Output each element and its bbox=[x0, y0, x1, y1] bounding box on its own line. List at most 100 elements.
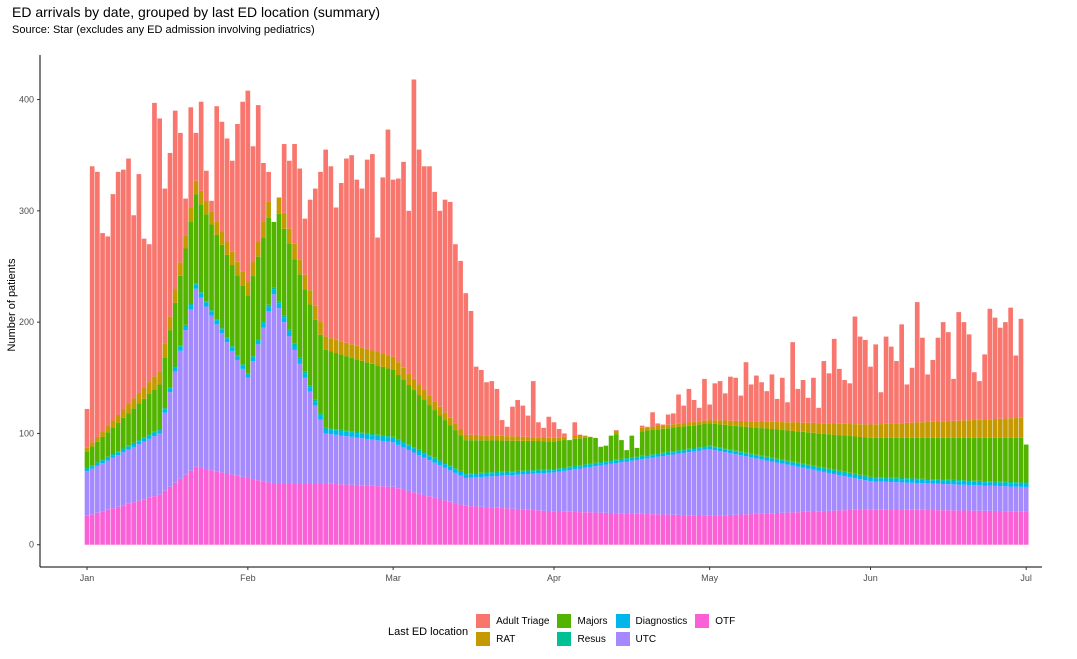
bar-segment-utc bbox=[639, 459, 645, 514]
bar-segment-utc bbox=[696, 450, 702, 516]
bar-segment-otf bbox=[863, 509, 868, 545]
bar-segment-majors bbox=[805, 432, 811, 465]
legend-label: OTF bbox=[715, 615, 736, 627]
bar-segment-majors bbox=[598, 446, 604, 463]
bar-segment-diagnostics bbox=[432, 458, 437, 463]
bar-segment-rat bbox=[115, 414, 121, 423]
bar-segment-rat bbox=[546, 437, 552, 442]
bar-segment-diagnostics bbox=[126, 446, 131, 450]
bar-segment-resus bbox=[769, 457, 775, 459]
bar-segment-adult-triage bbox=[131, 215, 137, 399]
bar-segment-majors bbox=[364, 362, 370, 434]
bar-segment-utc bbox=[909, 482, 915, 510]
bar-segment-resus bbox=[665, 451, 671, 454]
bar-segment-adult-triage bbox=[733, 377, 738, 421]
bar-segment-otf bbox=[489, 507, 495, 545]
bar-segment-rat bbox=[759, 421, 764, 429]
bar-segment-diagnostics bbox=[567, 467, 572, 471]
bar-segment-adult-triage bbox=[857, 336, 863, 425]
bar-segment-otf bbox=[904, 509, 910, 545]
bar-segment-utc bbox=[219, 333, 225, 473]
bar-segment-diagnostics bbox=[292, 345, 297, 350]
bar-segment-diagnostics bbox=[328, 429, 334, 435]
bar-segment-majors bbox=[624, 450, 629, 459]
bar-segment-majors bbox=[214, 234, 220, 320]
bar-segment-utc bbox=[240, 368, 245, 477]
bar-segment-diagnostics bbox=[416, 451, 422, 456]
bar-segment-adult-triage bbox=[800, 380, 806, 423]
bar-segment-resus bbox=[494, 471, 500, 474]
bar-segment-adult-triage bbox=[852, 316, 858, 425]
bar-segment-majors bbox=[956, 437, 962, 481]
bar-segment-adult-triage bbox=[178, 132, 183, 263]
bar-segment-otf bbox=[940, 510, 946, 545]
bar-segment-utc bbox=[894, 482, 899, 510]
bar-segment-adult-triage bbox=[385, 129, 391, 356]
bar-segment-diagnostics bbox=[821, 468, 827, 472]
bar-segment-adult-triage bbox=[224, 138, 230, 242]
bar-segment-adult-triage bbox=[504, 426, 510, 437]
y-tick-label: 300 bbox=[19, 206, 34, 216]
bar-segment-diagnostics bbox=[660, 453, 666, 457]
bar-segment-resus bbox=[266, 304, 271, 307]
bar-segment-utc bbox=[899, 482, 904, 510]
bar-segment-otf bbox=[401, 489, 406, 545]
bar-segment-otf bbox=[660, 514, 666, 545]
bar-segment-adult-triage bbox=[126, 158, 131, 405]
bar-segment-utc bbox=[811, 469, 816, 512]
bar-segment-otf bbox=[925, 509, 930, 545]
bar-segment-majors bbox=[660, 428, 666, 453]
bar-segment-diagnostics bbox=[105, 457, 111, 461]
bar-segment-adult-triage bbox=[816, 407, 821, 424]
bar-segment-majors bbox=[888, 437, 894, 478]
bar-segment-resus bbox=[660, 452, 666, 454]
bar-segment-otf bbox=[292, 483, 297, 545]
bar-segment-diagnostics bbox=[276, 303, 282, 309]
bar-segment-majors bbox=[193, 194, 199, 284]
bar-segment-adult-triage bbox=[722, 393, 728, 421]
bar-segment-otf bbox=[105, 509, 111, 545]
bar-segment-otf bbox=[421, 494, 427, 545]
bar-segment-utc bbox=[427, 460, 432, 497]
bar-segment-resus bbox=[479, 472, 484, 474]
bar-segment-resus bbox=[198, 292, 204, 294]
bar-segment-majors bbox=[380, 366, 386, 436]
bar-segment-otf bbox=[100, 511, 105, 545]
bar-segment-resus bbox=[868, 476, 873, 478]
bar-segment-otf bbox=[899, 509, 904, 545]
bar-segment-diagnostics bbox=[411, 448, 417, 453]
bar-segment-diagnostics bbox=[261, 323, 266, 328]
bar-segment-otf bbox=[577, 512, 583, 545]
bar-segment-utc bbox=[229, 351, 235, 475]
x-tick-label: Feb bbox=[240, 573, 256, 583]
bar-segment-resus bbox=[650, 454, 655, 456]
bar-segment-diagnostics bbox=[785, 461, 790, 465]
bar-segment-adult-triage bbox=[671, 413, 676, 425]
bar-segment-adult-triage bbox=[826, 373, 832, 424]
bar-segment-majors bbox=[157, 384, 162, 429]
bar-segment-adult-triage bbox=[562, 433, 567, 437]
bar-segment-rat bbox=[416, 384, 422, 396]
bar-segment-otf bbox=[681, 515, 687, 545]
bar-segment-adult-triage bbox=[997, 327, 1003, 419]
bar-segment-adult-triage bbox=[250, 146, 256, 263]
bar-segment-majors bbox=[556, 440, 562, 469]
bar-segment-majors bbox=[489, 440, 495, 473]
bar-segment-diagnostics bbox=[748, 454, 754, 458]
bar-segment-diagnostics bbox=[826, 469, 832, 473]
bar-segment-resus bbox=[987, 481, 993, 483]
bar-segment-rat bbox=[364, 348, 370, 363]
bar-segment-diagnostics bbox=[738, 452, 744, 456]
bar-segment-diagnostics bbox=[961, 481, 967, 485]
bar-segment-majors bbox=[385, 368, 391, 437]
bar-segment-diagnostics bbox=[287, 331, 292, 337]
bar-segment-rat bbox=[707, 420, 712, 424]
bar-segment-otf bbox=[146, 497, 152, 545]
bar-segment-adult-triage bbox=[764, 391, 770, 422]
bar-segment-utc bbox=[188, 309, 194, 471]
bar-segment-resus bbox=[323, 427, 329, 429]
bar-segment-rat bbox=[811, 422, 816, 433]
bar-segment-majors bbox=[977, 437, 982, 481]
bar-segment-adult-triage bbox=[956, 312, 962, 421]
bar-segment-diagnostics bbox=[899, 479, 904, 483]
